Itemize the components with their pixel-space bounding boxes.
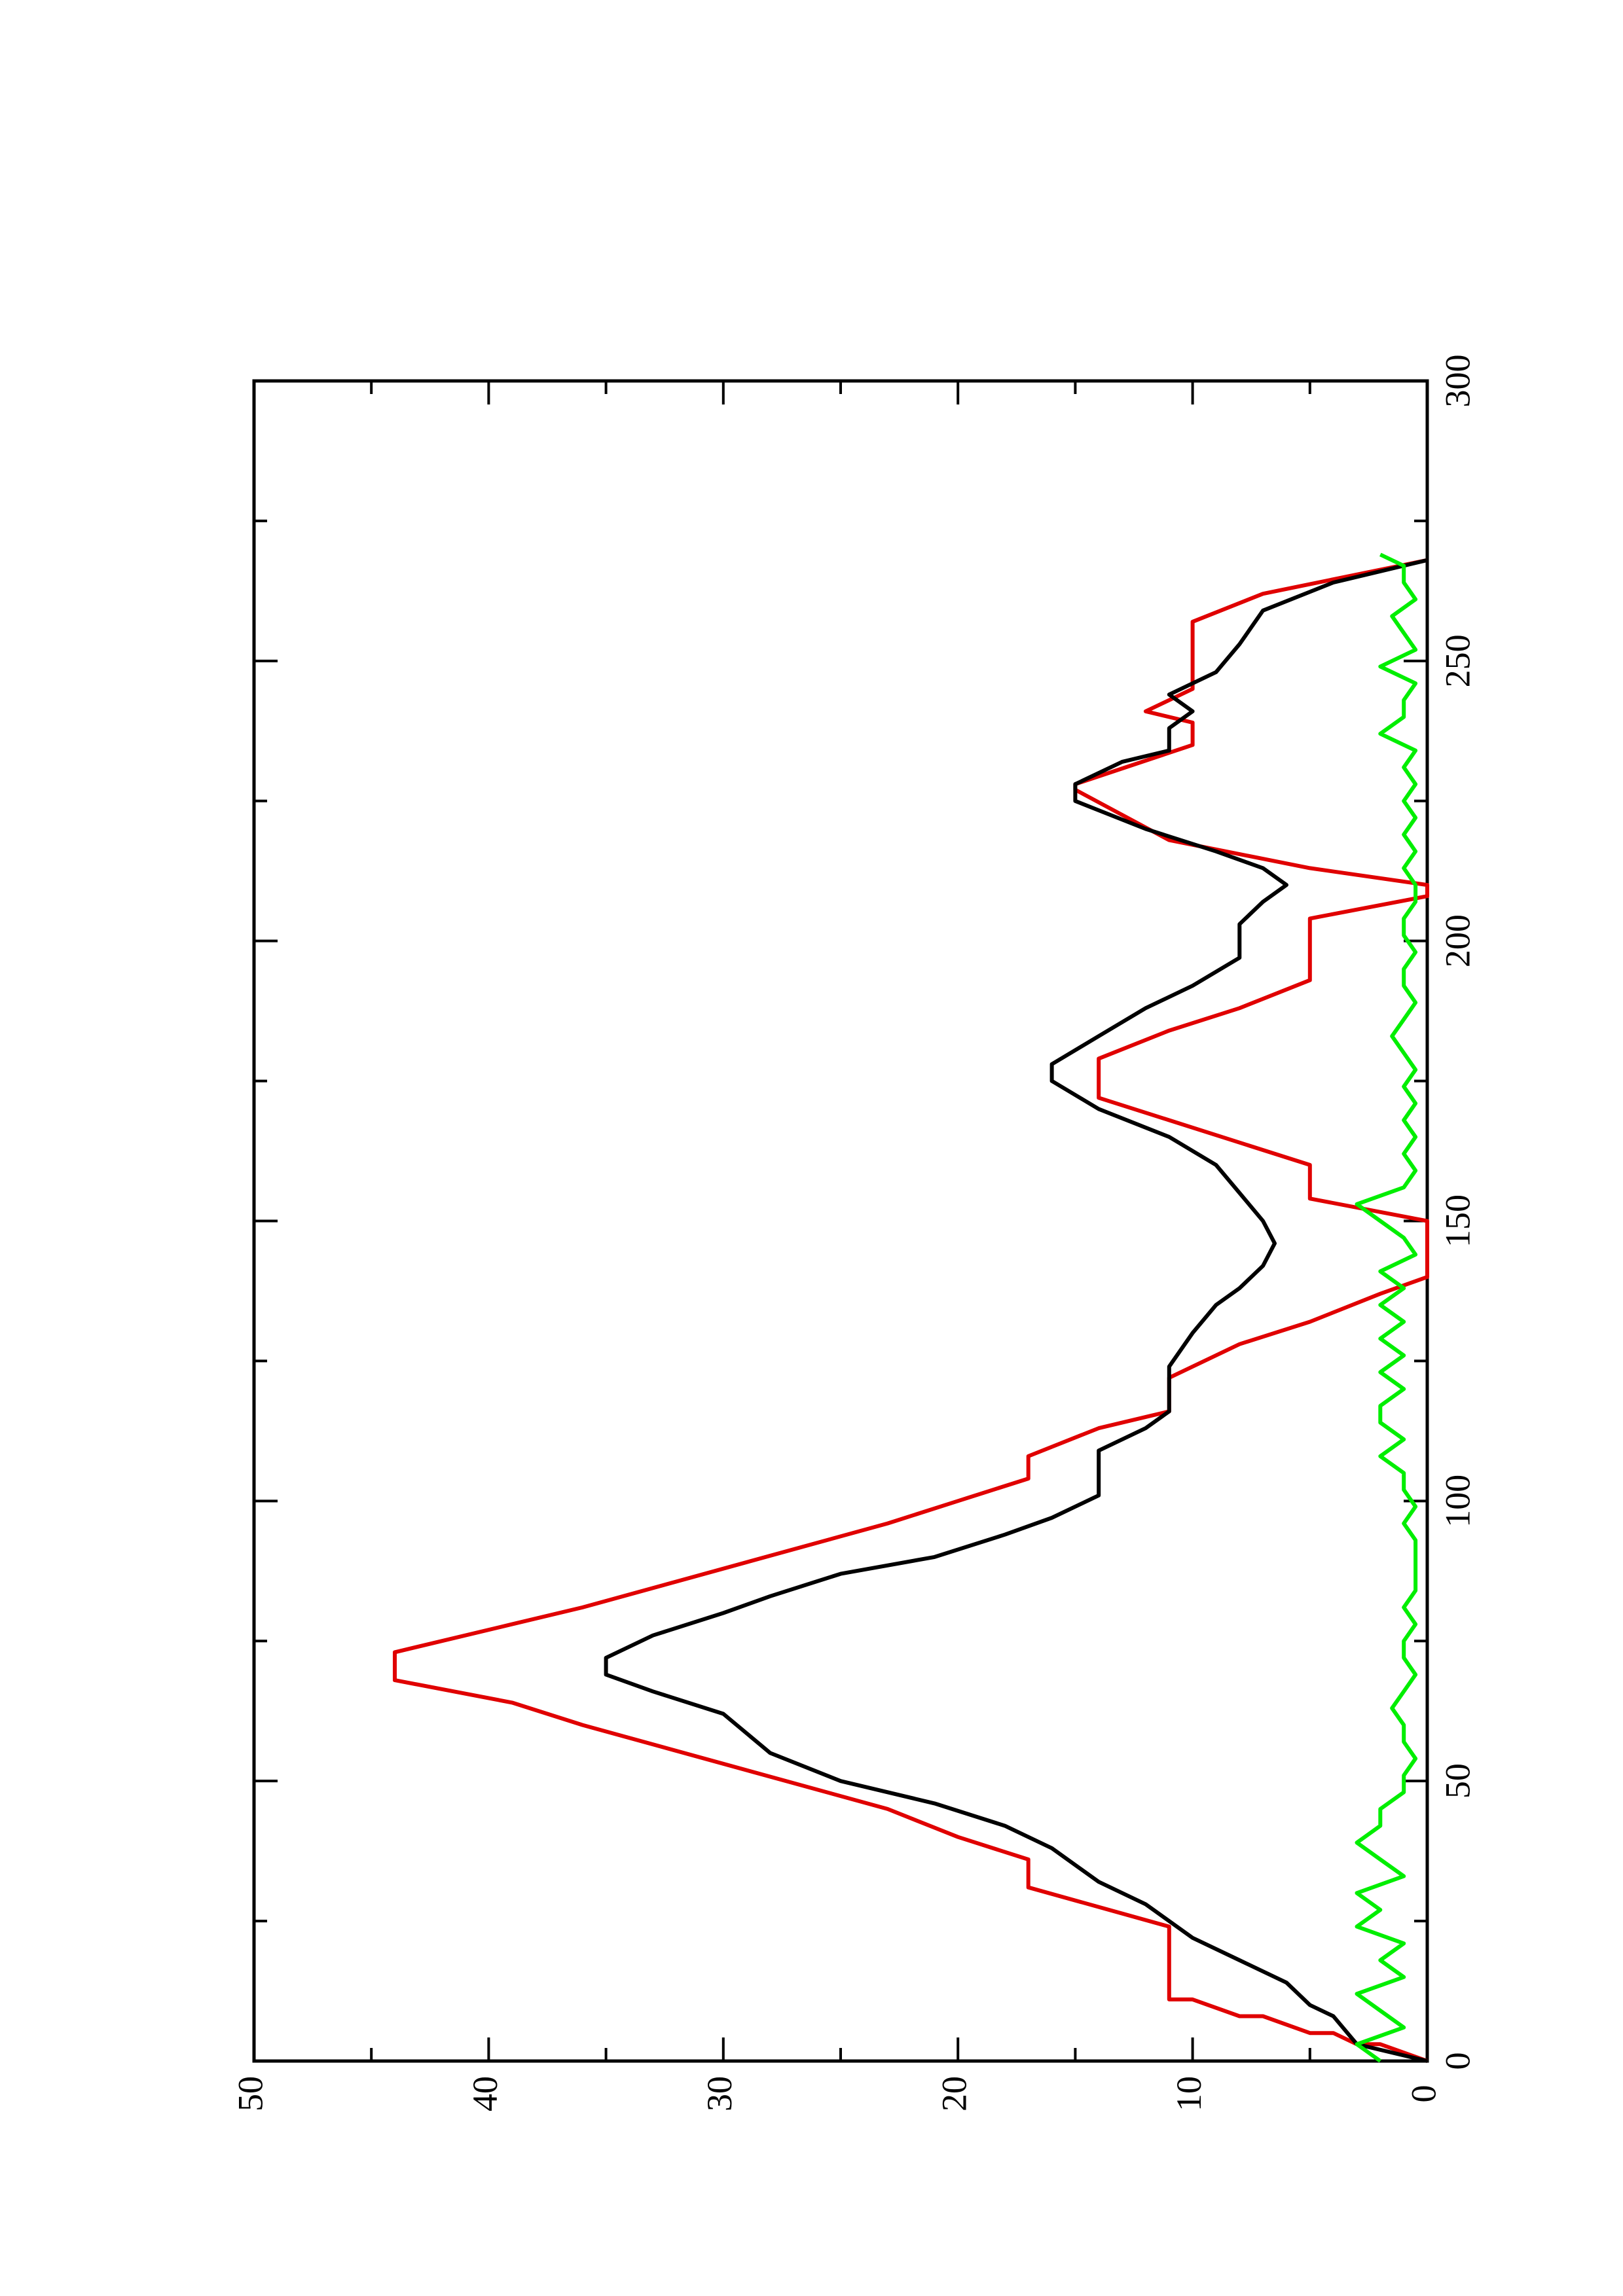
x-tick-label: 200 [1438, 914, 1477, 967]
x-tick-label: 250 [1438, 634, 1477, 687]
x-tick-label: 100 [1438, 1475, 1477, 1528]
series-line [1355, 552, 1418, 2063]
x-tick-label: 300 [1438, 355, 1477, 408]
y-tick-label: 50 [230, 2076, 270, 2111]
y-tick-label: 0 [1404, 2085, 1443, 2103]
x-tick-label: 150 [1438, 1194, 1477, 1247]
series-line [393, 558, 1429, 2063]
y-tick-label: 30 [700, 2076, 739, 2111]
y-tick-label: 10 [1169, 2076, 1209, 2111]
plot-frame [252, 379, 1429, 2063]
x-tick-label: 50 [1438, 1763, 1477, 1799]
series-line [604, 558, 1428, 2063]
y-tick-label: 40 [465, 2076, 505, 2111]
x-tick-label: 0 [1438, 2053, 1477, 2070]
y-tick-label: 20 [935, 2076, 974, 2111]
